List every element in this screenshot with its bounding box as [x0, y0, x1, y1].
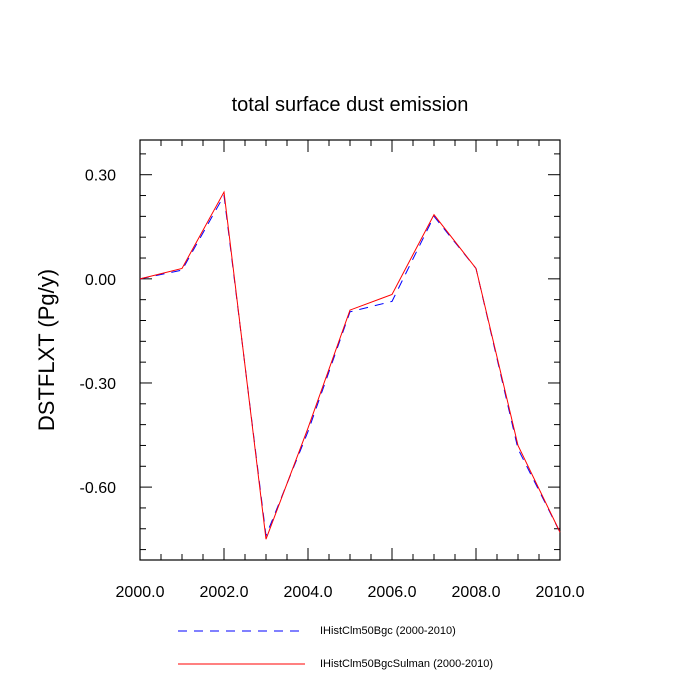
plot-frame — [139, 139, 561, 561]
x-tick-label: 2004.0 — [284, 584, 333, 601]
y-tick-label: -0.60 — [80, 480, 117, 497]
y-axis-label: DSTFLXT (Pg/y) — [34, 269, 59, 431]
x-tick-label: 2000.0 — [116, 584, 165, 601]
series-lines — [139, 190, 561, 540]
x-tick-label: 2006.0 — [368, 584, 417, 601]
y-tick-label: 0.00 — [85, 272, 116, 289]
y-tick-label: -0.30 — [80, 376, 117, 393]
y-tick-label: 0.30 — [85, 168, 116, 185]
series-line-1 — [139, 190, 561, 540]
chart-title: total surface dust emission — [232, 94, 469, 116]
legend-label-0: IHistClm50Bgc (2000-2010) — [320, 625, 456, 637]
series-line-0 — [139, 193, 561, 538]
legend-label-1: IHistClm50BgcSulman (2000-2010) — [320, 658, 493, 670]
x-tick-label: 2008.0 — [452, 584, 501, 601]
legend: IHistClm50Bgc (2000-2010) IHistClm50BgcS… — [178, 625, 493, 670]
axis-ticks — [139, 140, 561, 560]
x-tick-label: 2002.0 — [200, 584, 249, 601]
x-tick-label: 2010.0 — [536, 584, 585, 601]
axis-tick-labels: 2000.0 2002.0 2004.0 2006.0 2008.0 2010.0 0.30… — [80, 168, 585, 601]
